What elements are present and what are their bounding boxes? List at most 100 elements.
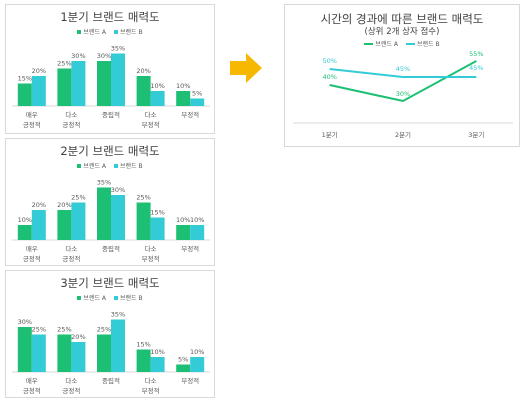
data-label: 25% <box>32 326 46 334</box>
bar-brand-a <box>17 225 32 240</box>
bar-brand-b <box>190 225 205 240</box>
data-label: 10% <box>150 82 164 90</box>
bar-brand-a <box>136 202 151 240</box>
x-tick-label: 다소 <box>145 110 157 119</box>
x-tick-label: 다소 <box>65 110 77 119</box>
x-tick-label: 중립적 <box>102 111 120 119</box>
data-label: 20% <box>32 67 46 75</box>
q3-legend: 브랜드 A 브랜드 B <box>6 293 214 302</box>
data-label: 15% <box>150 209 164 217</box>
q2-bar-chart: 10%20%매우긍정적20%25%다소긍정적35%30%중립적25%15%다소부… <box>12 179 210 263</box>
bar-brand-b <box>190 98 205 106</box>
bar-brand-a <box>57 334 72 372</box>
data-label: 20% <box>71 333 85 341</box>
q2-chart-panel: 2분기 브랜드 매력도 브랜드 A 브랜드 B 10% 20% 매우 긍정적 20% 25… <box>5 138 215 266</box>
x-tick-label: 중립적 <box>102 377 120 385</box>
bar-brand-b <box>111 53 125 106</box>
series-line-brand-b <box>329 68 477 78</box>
q1-chart-panel: 1분기 브랜드 매력도 브랜드 A 브랜드 B 15% 20% 매우 긍정적 25% 30… <box>5 4 215 134</box>
bar-brand-a <box>17 327 32 372</box>
x-tick-label: 3분기 <box>468 130 484 139</box>
data-label: 30% <box>18 318 32 326</box>
data-label: 35% <box>111 311 125 319</box>
bar-brand-b <box>150 217 165 240</box>
bar-brand-a <box>97 187 111 240</box>
bar-brand-b <box>111 319 125 372</box>
legend-label: 브랜드 B <box>119 29 143 36</box>
bar-brand-b <box>31 76 46 106</box>
legend-item-brand-b: 브랜드 B <box>113 293 143 302</box>
q3-bar-chart: 30%25%매우긍정적25%20%다소긍정적25%35%중립적15%10%다소부… <box>12 311 210 395</box>
bar-brand-a <box>136 349 151 372</box>
trend-chart-panel: 시간의 경과에 따른 브랜드 매력도 (상위 2개 상자 점수) 브랜드 A 브… <box>284 4 520 147</box>
data-label: 25% <box>97 326 111 334</box>
data-label: 20% <box>57 201 71 209</box>
q1-chart-title: 1분기 브랜드 매력도 <box>60 10 160 24</box>
data-label: 45% <box>469 64 483 72</box>
x-tick-label: 다소 <box>65 244 77 253</box>
right-arrow-icon <box>230 53 262 83</box>
data-label: 30% <box>111 186 125 194</box>
x-tick-label: 부정적 <box>181 376 199 385</box>
x-tick-label: 매우 <box>26 111 38 119</box>
data-label: 35% <box>97 179 111 187</box>
q2-legend: 브랜드 A 브랜드 B <box>6 161 214 170</box>
legend-item-brand-a: 브랜드 A <box>77 27 106 36</box>
legend-label: 브랜드 B <box>119 295 143 302</box>
data-label: 25% <box>71 194 85 202</box>
x-tick-label: 부정적 <box>142 254 160 263</box>
x-tick-label: 부정적 <box>142 386 160 395</box>
bar-brand-a <box>136 76 151 106</box>
bar-brand-b <box>150 91 165 106</box>
data-label: 25% <box>57 326 71 334</box>
legend-label: 브랜드 A <box>83 295 106 302</box>
bar-brand-b <box>190 357 205 372</box>
x-tick-label: 매우 <box>26 245 38 253</box>
q1-legend: 브랜드 A 브랜드 B <box>6 27 214 36</box>
bar-brand-a <box>176 364 191 372</box>
x-tick-label: 다소 <box>145 244 157 253</box>
bar-brand-b <box>71 202 86 240</box>
data-label: 30% <box>71 52 85 60</box>
bar-brand-a <box>57 68 72 106</box>
data-label: 10% <box>176 82 190 90</box>
bar-brand-b <box>31 334 46 372</box>
bar-brand-a <box>97 61 111 106</box>
x-tick-label: 2분기 <box>395 130 411 139</box>
x-tick-label: 긍정적 <box>23 254 41 263</box>
x-tick-label: 매우 <box>26 377 38 385</box>
data-label: 25% <box>57 60 71 68</box>
trend-line-chart: 1분기 2분기 3분기 40% 30% 55% 50% 45% 45% <box>293 50 513 139</box>
legend-label: 브랜드 A <box>83 163 106 170</box>
data-label: 5% <box>178 356 188 364</box>
x-tick-label: 부정적 <box>181 244 199 253</box>
data-label: 55% <box>469 50 483 58</box>
q1-bar-chart: 15%20%매우긍정적25%30%다소긍정적30%35%중립적20%10%다소부… <box>12 45 210 129</box>
x-tick-label: 중립적 <box>102 245 120 253</box>
data-label: 30% <box>97 52 111 60</box>
legend-item-brand-a: 브랜드 A <box>364 39 398 48</box>
legend-label: 브랜드 A <box>375 41 398 48</box>
bar-brand-b <box>111 195 125 240</box>
legend-item-brand-a: 브랜드 A <box>77 293 106 302</box>
legend-label: 브랜드 B <box>119 163 143 170</box>
x-tick-label: 부정적 <box>181 110 199 119</box>
x-tick-label: 긍정적 <box>23 120 41 129</box>
data-label: 10% <box>150 348 164 356</box>
x-tick-label: 다소 <box>65 376 77 385</box>
data-label: 40% <box>322 73 336 81</box>
data-label: 25% <box>136 194 150 202</box>
trend-chart-title: 시간의 경과에 따른 브랜드 매력도 <box>320 12 484 26</box>
legend-label: 브랜드 A <box>83 29 106 36</box>
trend-chart-subtitle: (상위 2개 상자 점수) <box>364 27 440 37</box>
x-tick-label: 부정적 <box>142 120 160 129</box>
legend-label: 브랜드 B <box>416 41 440 48</box>
q3-chart-title: 3분기 브랜드 매력도 <box>60 276 160 290</box>
x-tick-label: 다소 <box>145 376 157 385</box>
data-label: 30% <box>396 90 410 98</box>
bar-brand-a <box>57 210 72 240</box>
bar-brand-b <box>71 342 86 372</box>
data-label: 20% <box>136 67 150 75</box>
bar-brand-b <box>71 61 86 106</box>
data-label: 15% <box>18 75 32 83</box>
